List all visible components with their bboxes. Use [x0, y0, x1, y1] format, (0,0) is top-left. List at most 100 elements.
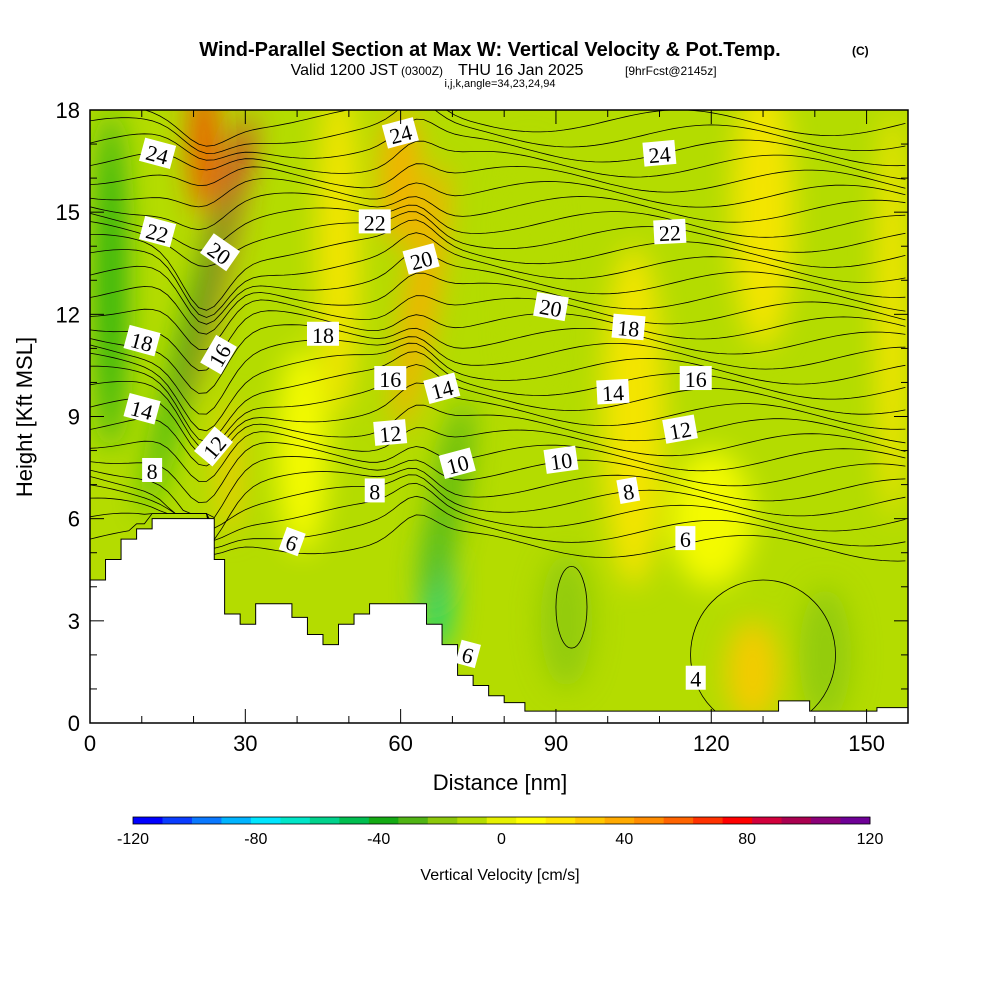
colorbar-swatch [368, 817, 399, 824]
colorbar-tick-label: -40 [367, 831, 390, 848]
theta-contour-line-12 [90, 342, 906, 432]
contour-label-26: 6 [278, 526, 306, 557]
contour-label-15: 14 [123, 392, 161, 425]
contour-label-16: 14 [423, 372, 461, 405]
colorbar: -120 -80 -40 0 40 80 120 [117, 816, 884, 848]
theta-closed-contour-1 [555, 565, 588, 649]
colorbar-tick-label: 0 [497, 831, 506, 848]
svg-text:22: 22 [658, 220, 681, 246]
colorbar-tick-label: 40 [615, 831, 633, 848]
colorbar-swatch [752, 817, 783, 824]
theta-contour-line-1 [90, 495, 906, 549]
theta-contour-line-16 [90, 295, 906, 351]
y-tick-label: 18 [56, 98, 80, 123]
svg-text:12: 12 [667, 416, 693, 444]
contour-label-2: 24 [642, 139, 677, 168]
contour-label-21: 10 [438, 447, 476, 480]
theta-contour-line-29 [143, 110, 906, 147]
w-feature-11 [731, 110, 795, 349]
colorbar-swatch [457, 817, 488, 824]
colorbar-swatch [575, 817, 606, 824]
theta-contour-line-14 [90, 324, 906, 394]
svg-text:24: 24 [647, 141, 671, 168]
svg-text:10: 10 [549, 447, 574, 475]
x-tick-label: 90 [544, 731, 568, 756]
x-tick-label: 30 [233, 731, 257, 756]
colorbar-swatch [722, 817, 753, 824]
w-feature-1 [190, 110, 217, 213]
theta-contour-line-0 [90, 513, 906, 562]
x-tick-label: 120 [693, 731, 730, 756]
contour-label-28: 6 [675, 526, 696, 552]
theta-contour-line-4 [90, 467, 906, 541]
x-axis-label: Distance [nm] [433, 770, 568, 795]
w-feature-9 [317, 110, 360, 417]
x-axis: 0 30 60 90 120 150 [84, 110, 885, 756]
colorbar-swatch [162, 817, 193, 824]
svg-text:8: 8 [147, 459, 158, 484]
colorbar-swatch [133, 817, 163, 824]
y-tick-label: 0 [68, 711, 80, 736]
subtitle-valid-time: Valid 1200 JST [291, 62, 399, 79]
colorbar-tick-label: 120 [857, 831, 884, 848]
chart-title: Wind-Parallel Section at Max W: Vertical… [199, 39, 780, 61]
colorbar-tick-label: -80 [244, 831, 267, 848]
contour-label-1: 24 [381, 117, 419, 149]
colorbar-tick-label: 80 [738, 831, 756, 848]
colorbar-swatch [339, 817, 370, 824]
colorbar-swatch [398, 817, 429, 824]
theta-contour-line-18 [90, 250, 906, 325]
colorbar-swatch [634, 817, 665, 824]
w-feature-5 [395, 162, 448, 432]
contour-label-25: 8 [616, 476, 641, 505]
contour-label-24: 8 [364, 478, 385, 504]
y-tick-label: 6 [68, 507, 80, 532]
contour-label-8: 20 [533, 291, 569, 322]
contour-label-20: 12 [662, 414, 698, 445]
colorbar-swatch [250, 817, 281, 824]
subtitle-grid-indices: i,j,k,angle=34,23,24,94 [444, 78, 555, 90]
contour-label-5: 22 [653, 218, 687, 246]
theta-contour-line-6 [90, 441, 906, 504]
colorbar-swatch [486, 817, 517, 824]
svg-text:8: 8 [369, 479, 380, 504]
contour-label-7: 20 [402, 243, 440, 275]
svg-text:4: 4 [690, 667, 701, 692]
colorbar-tick-label: -120 [117, 831, 149, 848]
theta-contour-line-27 [90, 118, 906, 167]
colorbar-label: Vertical Velocity [cm/s] [420, 867, 579, 884]
theta-contour-line-22 [90, 204, 906, 251]
subtitle-forecast-info: [9hrFcst@2145z] [625, 64, 717, 78]
w-feature-2 [143, 183, 234, 513]
theta-closed-contour-0 [690, 579, 836, 723]
svg-text:14: 14 [601, 380, 624, 406]
contour-label-17: 14 [596, 378, 630, 406]
theta-contour-line-7 [90, 427, 906, 482]
theta-contour-line-5 [90, 456, 906, 519]
contour-label-22: 10 [543, 445, 579, 475]
theta-contour-line-25 [90, 163, 906, 193]
y-tick-label: 15 [56, 200, 80, 225]
w-feature-14 [799, 586, 852, 723]
contour-label-19: 12 [373, 419, 408, 447]
x-tick-label: 60 [388, 731, 412, 756]
colorbar-swatch [427, 817, 458, 824]
contour-label-13: 16 [374, 366, 407, 392]
colorbar-swatch [221, 817, 252, 824]
contour-label-27: 6 [455, 639, 481, 669]
theta-contour-line-19 [90, 232, 906, 318]
colorbar-swatch [309, 817, 340, 824]
y-axis-label: Height [Kft MSL] [12, 337, 37, 497]
theta-contour-line-2 [90, 482, 906, 541]
contour-label-3: 22 [139, 215, 177, 248]
w-feature-16 [669, 450, 753, 587]
w-feature-17 [276, 348, 329, 553]
colorbar-frame [132, 816, 871, 825]
contour-label-9: 18 [123, 324, 161, 357]
colorbar-swatch [604, 817, 635, 824]
w-feature-13 [540, 552, 593, 689]
y-tick-label: 3 [68, 609, 80, 634]
x-tick-label: 0 [84, 731, 96, 756]
